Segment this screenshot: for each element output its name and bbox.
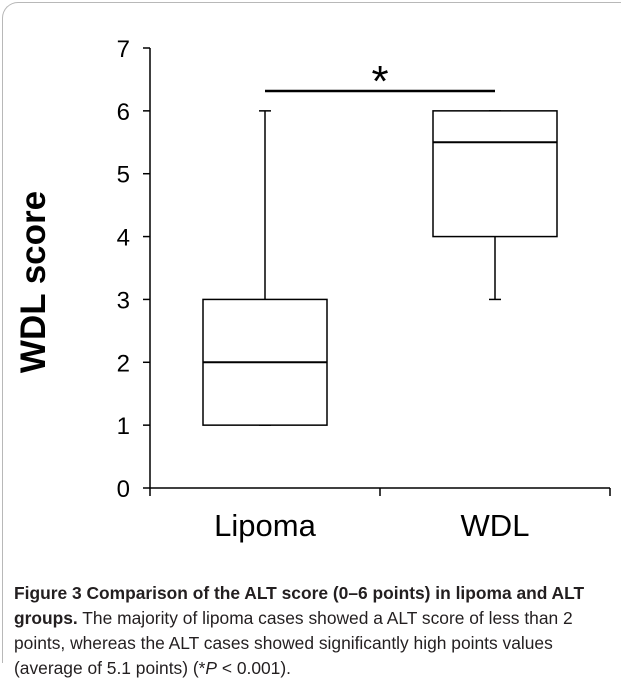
y-tick-label-2: 2 [117,350,130,377]
caption-text-2: < 0.001). [217,658,291,678]
y-tick-label-7: 7 [117,36,130,63]
box-plot: 0 1 2 3 4 5 6 7 Lipoma WDL WDL score * [14,36,611,543]
y-tick-label-4: 4 [117,225,130,252]
figure-frame [2,2,621,663]
x-category-label-wdl: WDL [461,508,530,543]
y-tick-label-6: 6 [117,99,130,126]
x-category-label-lipoma: Lipoma [214,508,316,543]
y-axis-label: WDL score [14,191,53,373]
x-ticks [149,488,611,496]
y-tick-label-5: 5 [117,162,130,189]
iqr-box [432,110,558,238]
x-category-labels: Lipoma WDL [214,508,529,543]
figure-caption: Figure 3 Comparison of the ALT score (0–… [14,581,614,681]
y-ticks: 0 1 2 3 4 5 6 7 [117,36,150,503]
box-wdl [432,110,558,301]
figure-title: Figure 3 Comparison of the ALT score (0–… [14,583,585,628]
significance-marker: * [371,57,388,106]
box-lipoma [202,110,328,426]
y-tick-label-1: 1 [117,413,130,440]
boxes [202,110,558,426]
caption-p-symbol: P [205,658,218,678]
y-tick-label-3: 3 [117,287,130,314]
y-tick-label-0: 0 [117,476,130,503]
caption-text-1: The majority of lipoma cases showed a AL… [14,608,573,678]
